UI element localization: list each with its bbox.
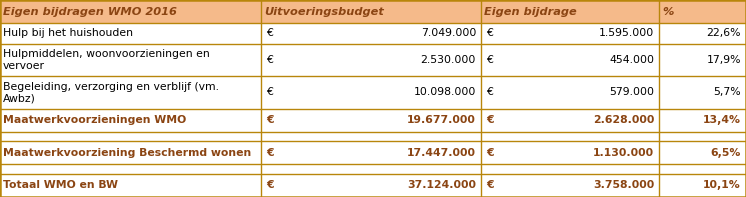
Text: €: € (486, 28, 493, 38)
Text: €: € (486, 87, 493, 98)
Text: €: € (266, 180, 274, 190)
Text: Totaal WMO en BW: Totaal WMO en BW (3, 180, 118, 190)
Text: €: € (266, 87, 273, 98)
Text: 13,4%: 13,4% (703, 115, 741, 125)
Text: Hulpmiddelen, woonvoorzieningen en
vervoer: Hulpmiddelen, woonvoorzieningen en vervo… (3, 49, 210, 71)
Text: 10,1%: 10,1% (703, 180, 741, 190)
Text: 2.530.000: 2.530.000 (421, 55, 476, 65)
Text: €: € (266, 148, 274, 158)
Text: 22,6%: 22,6% (706, 28, 741, 38)
Text: Eigen bijdrage: Eigen bijdrage (484, 7, 577, 17)
Text: 19.677.000: 19.677.000 (407, 115, 476, 125)
Text: 6,5%: 6,5% (711, 148, 741, 158)
Text: €: € (266, 55, 273, 65)
Text: Uitvoeringsbudget: Uitvoeringsbudget (264, 7, 384, 17)
Text: 10.098.000: 10.098.000 (413, 87, 476, 98)
Text: %: % (662, 7, 674, 17)
Text: 17,9%: 17,9% (706, 55, 741, 65)
Text: €: € (486, 115, 494, 125)
Text: Hulp bij het huishouden: Hulp bij het huishouden (3, 28, 133, 38)
Text: 7.049.000: 7.049.000 (421, 28, 476, 38)
Text: 3.758.000: 3.758.000 (593, 180, 654, 190)
Text: €: € (486, 55, 493, 65)
Bar (0, 0, 746, 23)
Text: Maatwerkvoorziening Beschermd wonen: Maatwerkvoorziening Beschermd wonen (3, 148, 251, 158)
Text: Maatwerkvoorzieningen WMO: Maatwerkvoorzieningen WMO (3, 115, 186, 125)
Text: €: € (266, 28, 273, 38)
Text: €: € (486, 148, 494, 158)
Text: 454.000: 454.000 (609, 55, 654, 65)
Text: 37.124.000: 37.124.000 (407, 180, 476, 190)
Text: 5,7%: 5,7% (713, 87, 741, 98)
Text: 579.000: 579.000 (609, 87, 654, 98)
Text: Eigen bijdragen WMO 2016: Eigen bijdragen WMO 2016 (3, 7, 177, 17)
Text: Begeleiding, verzorging en verblijf (vm.
Awbz): Begeleiding, verzorging en verblijf (vm.… (3, 82, 219, 103)
Text: 1.130.000: 1.130.000 (593, 148, 654, 158)
Text: 1.595.000: 1.595.000 (599, 28, 654, 38)
Text: €: € (266, 115, 274, 125)
Text: 2.628.000: 2.628.000 (592, 115, 654, 125)
Text: 17.447.000: 17.447.000 (407, 148, 476, 158)
Text: €: € (486, 180, 494, 190)
